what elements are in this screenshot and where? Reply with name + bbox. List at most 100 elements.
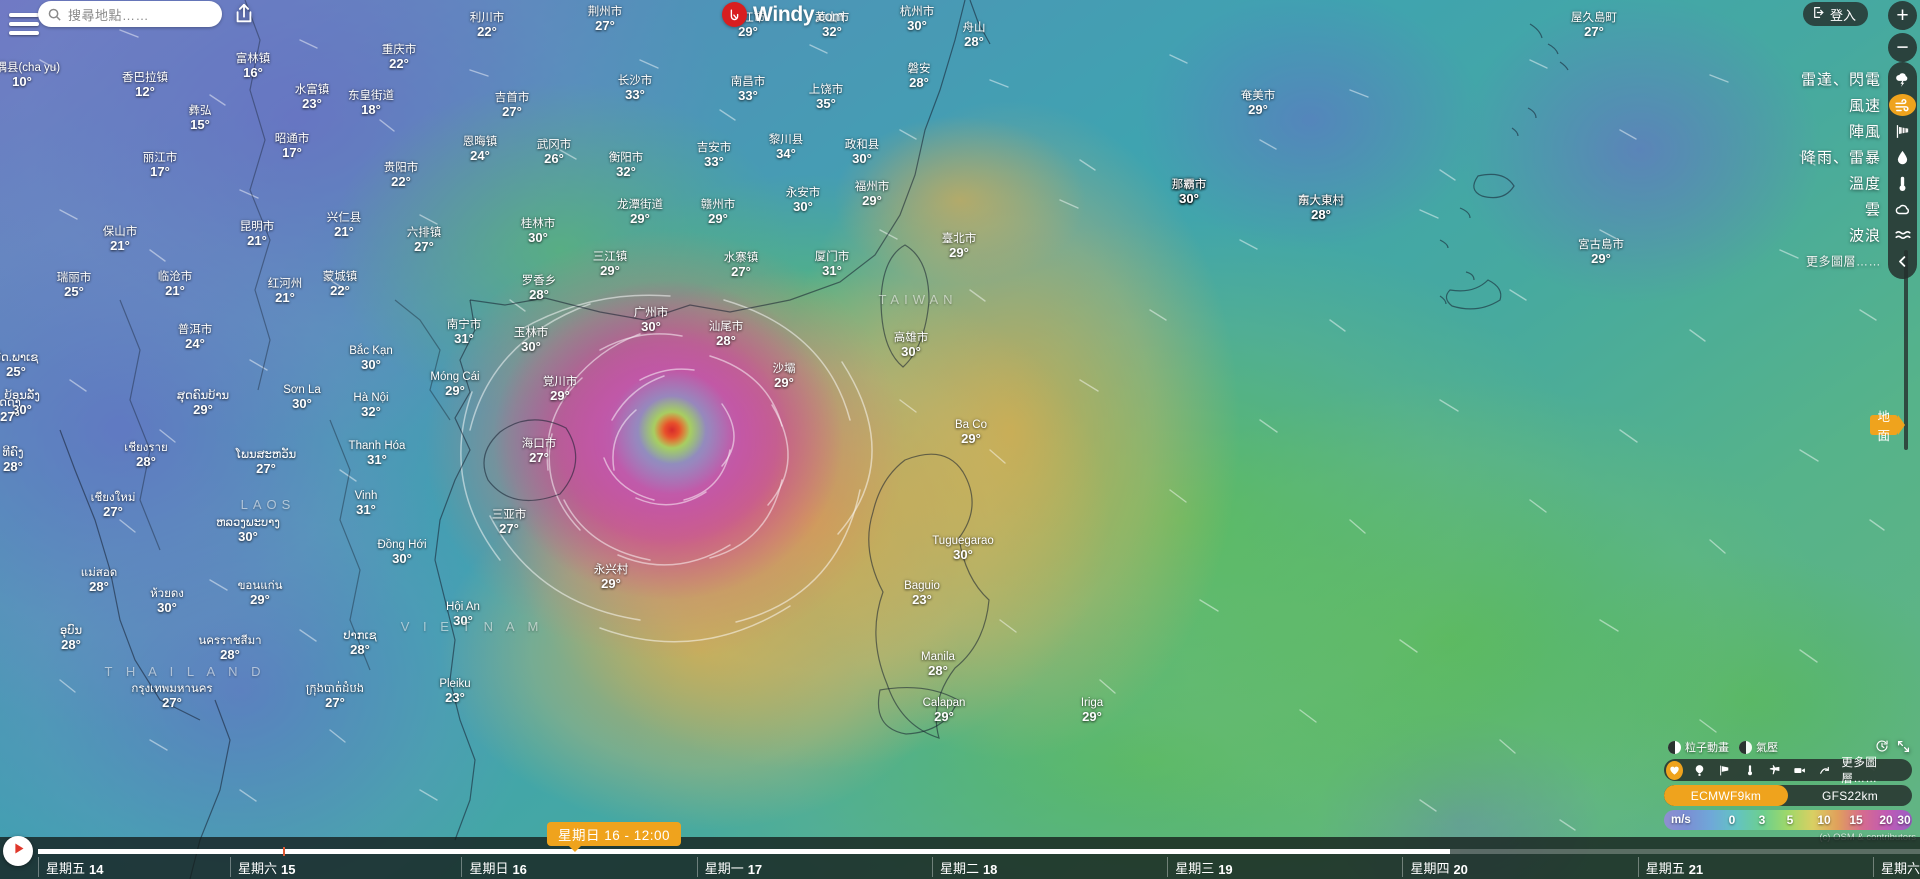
timeline-day-number: 15: [280, 862, 296, 877]
model-gfs[interactable]: GFS22km: [1821, 788, 1879, 803]
timeline-tooltip: 星期日 16 - 12:00: [546, 822, 682, 852]
layer-selector: 雷達、閃電 風速: [1801, 62, 1917, 279]
timeline-day-name: 星期日: [469, 861, 509, 876]
hamburger-icon-bar: [9, 13, 39, 17]
timeline-day[interactable]: 星期一 17: [696, 857, 763, 877]
login-icon: [1812, 6, 1825, 22]
altitude-button[interactable]: 地面: [1870, 410, 1905, 443]
play-icon: [11, 841, 26, 861]
raindrop-icon: [1894, 149, 1911, 166]
login-button[interactable]: 登入: [1802, 2, 1868, 26]
timeline-day-name: 星期六: [1880, 861, 1920, 876]
timeline-day-name: 星期三: [1175, 861, 1215, 876]
scale-tick: 5: [1786, 813, 1794, 827]
search-input[interactable]: 搜尋地點……: [38, 1, 222, 27]
zoom-in-button[interactable]: +: [1888, 1, 1917, 30]
timeline-day[interactable]: 星期五 21: [1637, 857, 1704, 877]
layer-waves[interactable]: 波浪: [1849, 223, 1917, 247]
timeline-progress: [38, 849, 1450, 854]
webcam-icon[interactable]: [1791, 761, 1807, 779]
particle-animation-toggle[interactable]: 粒子動畫: [1668, 739, 1729, 755]
altitude-slider[interactable]: [1904, 250, 1908, 450]
toggle-label: 粒子動畫: [1685, 742, 1729, 754]
layer-active-bg: [1889, 94, 1916, 116]
scale-unit: m/s: [1671, 814, 1691, 826]
toggle-switch-icon: [1739, 740, 1752, 754]
timeline-day-name: 星期五: [1645, 861, 1685, 876]
search-icon: [47, 7, 62, 22]
airplane-icon[interactable]: [1767, 761, 1783, 779]
windy-domain-suffix: .com: [814, 7, 844, 24]
flag-icon[interactable]: [1717, 761, 1733, 779]
windy-mark-icon: [722, 2, 747, 27]
wind-speed-scale[interactable]: m/s 0 3 5 10 15 20 30: [1664, 810, 1912, 830]
windy-wordmark: Windy.com: [753, 2, 844, 26]
windy-logo[interactable]: Windy.com: [722, 2, 844, 27]
hot-air-balloon-icon[interactable]: [1692, 761, 1708, 779]
scale-tick: 20: [1879, 813, 1893, 827]
timeline-day[interactable]: 星期日 16: [461, 857, 527, 877]
timeline-day-number: 19: [1218, 862, 1233, 877]
timeline-day-number: 21: [1688, 862, 1704, 877]
wind-icon: [1894, 97, 1911, 114]
menu-button[interactable]: [7, 9, 41, 39]
favorite-layers-row: 更多圖層……: [1664, 757, 1912, 785]
toggle-label: 氣壓: [1756, 742, 1778, 754]
timeline-now-marker: [282, 847, 285, 856]
timeline-scrubber[interactable]: [38, 847, 1920, 856]
share-button[interactable]: [233, 3, 255, 25]
heart-icon[interactable]: [1666, 760, 1683, 780]
thundercloud-icon: [1894, 71, 1911, 88]
layer-wind[interactable]: 風速: [1849, 93, 1917, 117]
more-layers-link[interactable]: 更多圖層……: [1841, 757, 1878, 785]
display-toggles: 粒子動畫 氣壓: [1664, 739, 1912, 755]
scale-tick: 10: [1817, 813, 1831, 827]
timeline-day[interactable]: 星期四 20: [1402, 857, 1468, 877]
layer-temperature[interactable]: 溫度: [1849, 171, 1917, 195]
pressure-toggle[interactable]: 氣壓: [1739, 739, 1778, 755]
layer-radar-lightning[interactable]: 雷達、閃電: [1801, 67, 1917, 91]
zoom-controls: + −: [1888, 1, 1917, 62]
play-button[interactable]: [3, 836, 33, 866]
thermometer-icon[interactable]: [1742, 761, 1758, 779]
map-options-panel: 粒子動畫 氣壓: [1664, 739, 1912, 830]
layer-rain-thunder[interactable]: 降雨、雷暴: [1801, 145, 1917, 169]
timeline-bar: 星期五 14 星期六 15 星期日 16 星期一 17 星期二 18 星期三 19 星期四 20 星期五 21…: [0, 822, 1920, 879]
timeline-day[interactable]: 星期五 14: [38, 857, 103, 877]
fullscreen-icon[interactable]: [1897, 740, 1910, 753]
more-layers-button[interactable]: 更多圖層……: [1806, 249, 1917, 273]
scale-tick: 0: [1728, 813, 1736, 827]
timeline-day-number: 20: [1453, 862, 1468, 877]
timeline-day[interactable]: 星期六22: [1872, 857, 1920, 877]
login-label: 登入: [1829, 7, 1856, 23]
wave-direction-icon[interactable]: [1816, 761, 1832, 779]
hamburger-icon-bar: [9, 31, 39, 35]
timeline-day[interactable]: 星期二 18: [931, 857, 998, 877]
timeline-day-number: 18: [982, 862, 998, 877]
scale-tick: 15: [1849, 813, 1863, 827]
timeline-day[interactable]: 星期六 15: [229, 857, 296, 877]
timeline-day-number: 14: [89, 862, 104, 877]
model-ecmwf[interactable]: ECMWF9km: [1664, 785, 1788, 806]
zoom-out-button[interactable]: −: [1888, 33, 1917, 62]
weather-model-selector: ECMWF9km GFS22km: [1664, 785, 1912, 806]
timeline-day-number: 16: [512, 862, 527, 877]
timeline-day[interactable]: 星期三 19: [1167, 857, 1233, 877]
panel-corner-icons: [1875, 739, 1910, 753]
timeline-day-number: 17: [747, 862, 763, 877]
timeline-day-name: 星期四: [1410, 861, 1450, 876]
thermometer-icon: [1894, 175, 1911, 192]
cloud-icon: [1894, 200, 1912, 218]
history-icon[interactable]: [1875, 739, 1889, 753]
chevron-left-icon: [1895, 254, 1910, 269]
hamburger-icon-bar: [9, 22, 39, 26]
search-placeholder: 搜尋地點……: [68, 7, 150, 23]
timeline-day-name: 星期一: [704, 861, 744, 876]
timeline-day-name: 星期二: [939, 861, 979, 876]
scale-tick: 30: [1897, 813, 1911, 827]
layer-clouds[interactable]: 雲: [1865, 197, 1917, 221]
layer-gusts[interactable]: 陣風: [1849, 119, 1917, 143]
